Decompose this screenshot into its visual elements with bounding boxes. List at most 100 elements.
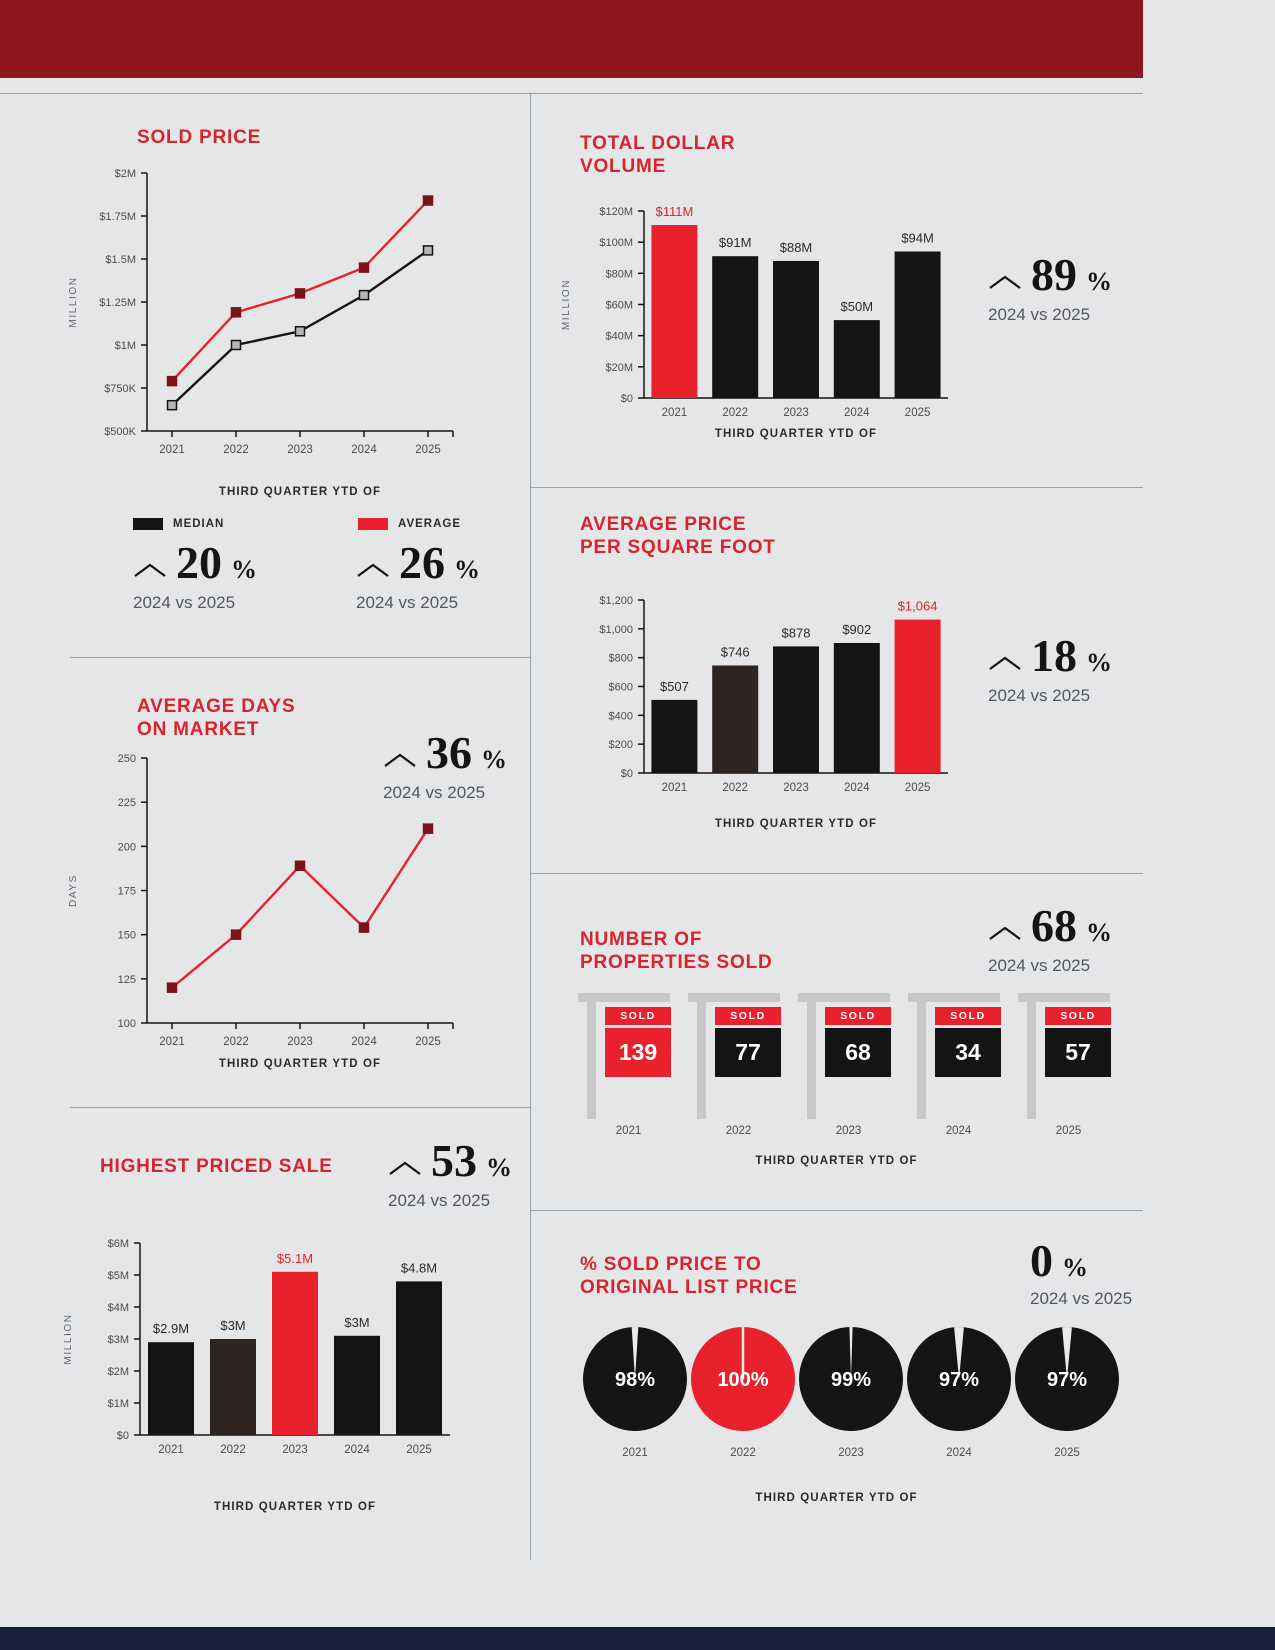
title-line: AVERAGE DAYS — [137, 696, 296, 717]
divider — [530, 1210, 1143, 1211]
pie-2025: 97% 2025 — [1013, 1325, 1121, 1459]
sold-count: 77 — [715, 1028, 781, 1077]
svg-text:2022: 2022 — [722, 782, 748, 794]
stat-caption: 2024 vs 2025 — [356, 593, 459, 612]
stat-value: 0 — [1030, 1235, 1053, 1286]
volume-change-stat: 89% 2024 vs 2025 — [988, 252, 1112, 325]
stat-value: 89 — [1031, 249, 1077, 300]
svg-text:$1,064: $1,064 — [898, 599, 938, 614]
days-on-market-chart: 250 225 200 175 150 125 100 2021 2022 2023 2024 202… — [65, 740, 475, 1080]
stat-value: 68 — [1031, 900, 1077, 951]
properties-sold-change-stat: 68% 2024 vs 2025 — [988, 903, 1112, 976]
svg-text:2021: 2021 — [662, 782, 688, 794]
svg-text:$800: $800 — [609, 653, 633, 665]
sign-crossbar — [908, 993, 1000, 1002]
divider — [530, 873, 1143, 874]
stat-caption: 2024 vs 2025 — [383, 783, 486, 802]
svg-text:$878: $878 — [782, 625, 811, 640]
svg-text:2024: 2024 — [351, 444, 377, 456]
stat-value: 26 — [399, 537, 445, 588]
sold-banner: SOLD — [715, 1007, 781, 1025]
median-swatch — [133, 518, 163, 530]
sign-year: 2021 — [615, 1125, 642, 1137]
highest-priced-sale-title: HIGHEST PRICED SALE — [100, 1156, 333, 1177]
svg-text:2021: 2021 — [158, 1444, 184, 1456]
svg-text:$1M: $1M — [115, 340, 136, 352]
sold-count: 34 — [935, 1028, 1001, 1077]
sign-post — [697, 993, 706, 1119]
title-line: PER SQUARE FOOT — [580, 537, 776, 559]
svg-text:$1.25M: $1.25M — [99, 297, 136, 309]
svg-text:$2.9M: $2.9M — [153, 1321, 189, 1336]
svg-text:$94M: $94M — [901, 231, 934, 246]
svg-text:2025: 2025 — [415, 1036, 441, 1048]
svg-text:$1,200: $1,200 — [599, 595, 633, 607]
days_on_market-svg: 250 225 200 175 150 125 100 2021 2022 2023 2024 202… — [68, 753, 454, 1070]
stat-unit: % — [454, 555, 480, 584]
svg-text:225: 225 — [118, 797, 136, 809]
svg-text:$2M: $2M — [108, 1366, 129, 1378]
sign-post — [917, 993, 926, 1119]
title-line: AVERAGE PRICE — [580, 514, 747, 535]
sold-price-chart: $2M $1.75M $1.5M $1.25M $1M $750K $500K 2021 202… — [65, 158, 475, 508]
pct-sold-pies: 98% 2021 100% 2022 99% 2023 97% 2024 — [581, 1325, 1121, 1459]
svg-text:$88M: $88M — [780, 240, 813, 255]
svg-text:$120M: $120M — [599, 206, 633, 218]
up-chevron-icon — [134, 563, 166, 577]
svg-text:2024: 2024 — [351, 1036, 377, 1048]
svg-text:97%: 97% — [1047, 1369, 1087, 1391]
svg-text:THIRD QUARTER YTD OF: THIRD QUARTER YTD OF — [219, 486, 381, 498]
svg-text:$507: $507 — [660, 679, 689, 694]
svg-text:2021: 2021 — [159, 1036, 185, 1048]
svg-text:$20M: $20M — [605, 362, 633, 374]
svg-text:150: 150 — [118, 930, 136, 942]
divider — [530, 93, 531, 1560]
svg-text:$111M: $111M — [655, 204, 693, 219]
svg-text:$400: $400 — [609, 710, 633, 722]
svg-text:2022: 2022 — [223, 444, 249, 456]
svg-text:$50M: $50M — [841, 299, 874, 314]
svg-text:$6M: $6M — [108, 1238, 129, 1250]
svg-text:$1.75M: $1.75M — [99, 211, 136, 223]
stat-unit: % — [1086, 648, 1112, 677]
svg-text:THIRD QUARTER YTD OF: THIRD QUARTER YTD OF — [214, 1501, 376, 1513]
sign-post — [807, 993, 816, 1119]
title-line: % SOLD PRICE TO — [580, 1254, 762, 1275]
svg-text:$2M: $2M — [115, 168, 136, 180]
svg-text:$600: $600 — [609, 682, 633, 694]
svg-text:2024: 2024 — [844, 407, 870, 419]
svg-text:2023: 2023 — [783, 782, 809, 794]
svg-text:2025: 2025 — [905, 782, 931, 794]
sign-board: SOLD 68 — [825, 1007, 891, 1077]
svg-text:99%: 99% — [831, 1369, 871, 1391]
svg-text:$4.8M: $4.8M — [401, 1260, 437, 1275]
median-legend-label: MEDIAN — [173, 518, 225, 530]
sign-crossbar — [578, 993, 670, 1002]
svg-text:MILLION: MILLION — [561, 279, 572, 330]
title-line: PROPERTIES SOLD — [580, 952, 773, 974]
up-chevron-icon — [989, 926, 1021, 940]
properties-sold-title: NUMBER OF PROPERTIES SOLD — [580, 928, 773, 974]
svg-text:$91M: $91M — [719, 235, 752, 250]
pie-chart-svg: 99% — [799, 1326, 903, 1431]
svg-text:2022: 2022 — [223, 1036, 249, 1048]
pie-chart-svg: 97% — [907, 1326, 1011, 1431]
pie-chart-svg: 98% — [583, 1326, 687, 1431]
svg-text:2025: 2025 — [406, 1444, 432, 1456]
stat-caption: 2024 vs 2025 — [388, 1191, 491, 1210]
pct-sold-title: % SOLD PRICE TO ORIGINAL LIST PRICE — [580, 1253, 798, 1299]
svg-text:98%: 98% — [615, 1369, 655, 1391]
svg-text:$5.1M: $5.1M — [277, 1251, 313, 1266]
price-sqft-change-stat: 18% 2024 vs 2025 — [988, 633, 1112, 706]
sold-sign-2025: SOLD 57 2025 — [1018, 993, 1119, 1145]
pie-2022: 100% 2022 — [689, 1325, 797, 1459]
pie-year: 2022 — [730, 1447, 756, 1459]
svg-text:2025: 2025 — [905, 407, 931, 419]
pie-2024: 97% 2024 — [905, 1325, 1013, 1459]
pie-year: 2021 — [622, 1447, 648, 1459]
title-line: ORIGINAL LIST PRICE — [580, 1277, 798, 1299]
svg-text:$3M: $3M — [344, 1315, 369, 1330]
sold-count: 57 — [1045, 1028, 1111, 1077]
pie-chart-svg: 97% — [1015, 1326, 1119, 1431]
title-line: VOLUME — [580, 156, 667, 178]
